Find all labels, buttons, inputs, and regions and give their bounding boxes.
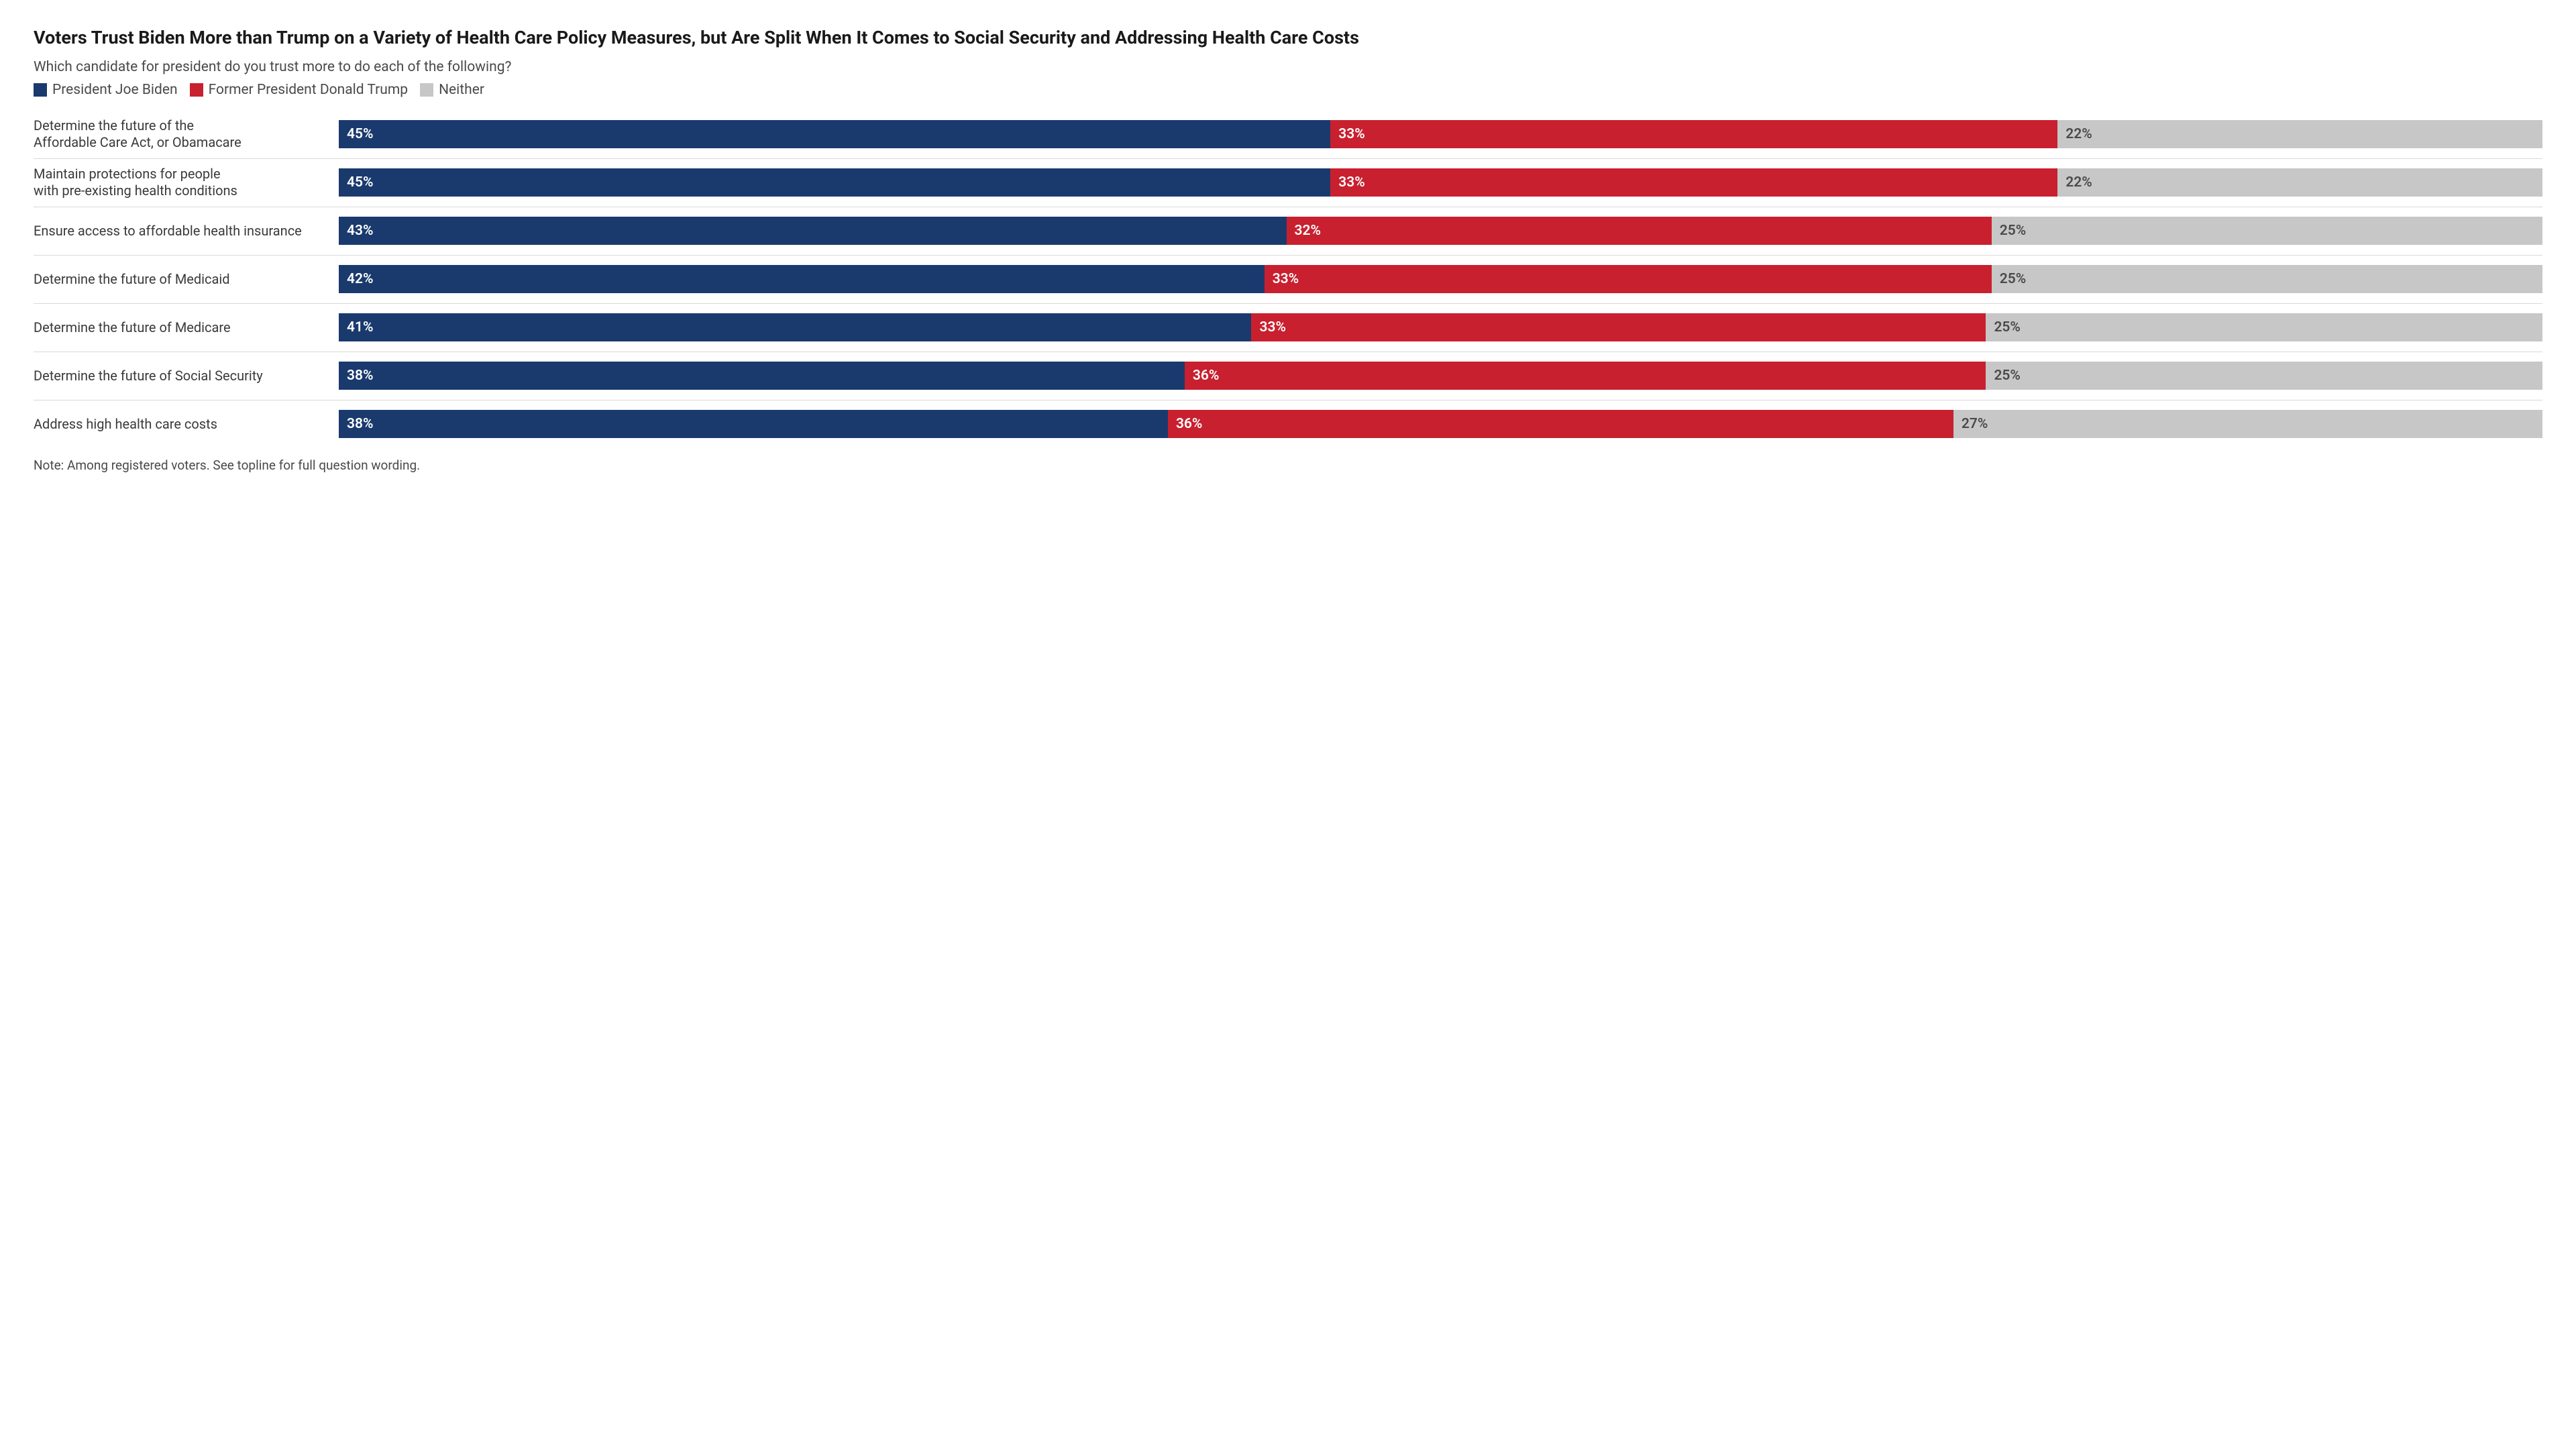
row-bar: 42%33%25% [339,265,2542,293]
legend-item: Former President Donald Trump [190,82,408,98]
bar-segment: 38% [339,362,1185,390]
bar-segment: 25% [1992,265,2542,293]
row-label: Maintain protections for peoplewith pre-… [34,166,339,199]
bar-segment: 41% [339,313,1251,341]
chart-row: Determine the future of Social Security3… [34,352,2542,400]
row-bar: 38%36%27% [339,410,2542,438]
chart-row: Determine the future of theAffordable Ca… [34,110,2542,158]
row-label: Determine the future of Social Security [34,368,339,384]
bar-segment: 33% [1251,313,1986,341]
bar-segment: 43% [339,217,1287,245]
bar-segment: 36% [1168,410,1953,438]
row-bar: 45%33%22% [339,120,2542,148]
chart-rows: Determine the future of theAffordable Ca… [34,110,2542,448]
bar-segment: 25% [1992,217,2542,245]
bar-segment: 25% [1986,313,2542,341]
row-bar: 41%33%25% [339,313,2542,341]
row-label: Ensure access to affordable health insur… [34,223,339,239]
chart-subtitle: Which candidate for president do you tru… [34,59,2542,75]
row-bar: 45%33%22% [339,168,2542,197]
bar-segment: 45% [339,120,1330,148]
legend-label: Neither [439,82,484,98]
chart-title: Voters Trust Biden More than Trump on a … [34,27,2542,50]
bar-segment: 33% [1330,120,2057,148]
row-label: Determine the future of Medicaid [34,271,339,288]
bar-segment: 27% [1953,410,2542,438]
chart-row: Determine the future of Medicare41%33%25… [34,303,2542,352]
bar-segment: 32% [1287,217,1992,245]
legend-label: Former President Donald Trump [209,82,408,98]
bar-segment: 22% [2057,168,2542,197]
row-bar: 43%32%25% [339,217,2542,245]
bar-segment: 36% [1185,362,1986,390]
bar-segment: 33% [1265,265,1992,293]
legend-label: President Joe Biden [52,82,178,98]
bar-segment: 33% [1330,168,2057,197]
row-label: Determine the future of Medicare [34,319,339,336]
legend-swatch [34,83,47,97]
legend-item: President Joe Biden [34,82,178,98]
chart-row: Maintain protections for peoplewith pre-… [34,158,2542,207]
bar-segment: 45% [339,168,1330,197]
row-label: Determine the future of theAffordable Ca… [34,117,339,151]
bar-segment: 22% [2057,120,2542,148]
chart-note: Note: Among registered voters. See topli… [34,458,2542,473]
chart-row: Ensure access to affordable health insur… [34,207,2542,255]
bar-segment: 25% [1986,362,2542,390]
bar-segment: 42% [339,265,1265,293]
row-bar: 38%36%25% [339,362,2542,390]
chart-row: Determine the future of Medicaid42%33%25… [34,255,2542,303]
legend-swatch [190,83,203,97]
chart-row: Address high health care costs38%36%27% [34,400,2542,448]
legend-swatch [420,83,433,97]
legend: President Joe Biden Former President Dona… [34,82,2542,98]
legend-item: Neither [420,82,484,98]
bar-segment: 38% [339,410,1168,438]
row-label: Address high health care costs [34,416,339,433]
